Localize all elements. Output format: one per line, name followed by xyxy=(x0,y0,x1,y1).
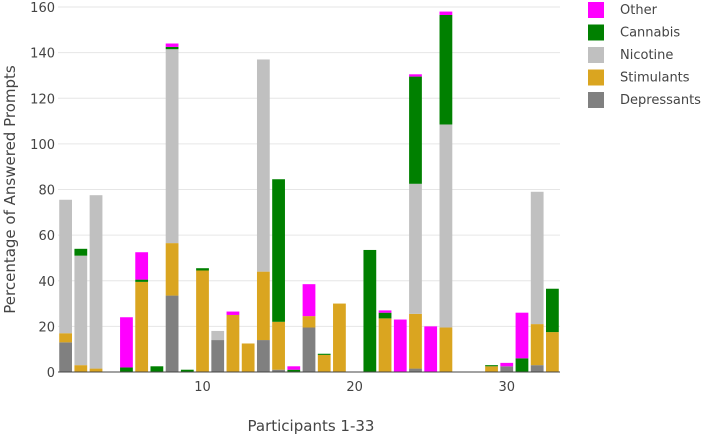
bar-stimulants-p29 xyxy=(485,366,498,372)
bar-stimulants-p6 xyxy=(135,281,149,372)
bar-stimulants-p19 xyxy=(333,303,346,372)
bar-nicotine-p1 xyxy=(59,199,72,334)
bar-cannabis-p9 xyxy=(180,369,194,372)
bar-depressants-p32 xyxy=(530,365,544,372)
bar-stimulants-p32 xyxy=(530,324,544,366)
bar-depressants-p14 xyxy=(256,340,270,372)
legend-label-stimulants: Stimulants xyxy=(620,71,690,86)
y-tick-label: 20 xyxy=(38,320,55,335)
bar-other-p30 xyxy=(500,362,514,367)
bar-other-p5 xyxy=(120,317,133,368)
bar-cannabis-p31 xyxy=(515,358,529,372)
bar-nicotine-p8 xyxy=(165,49,179,244)
bar-cannabis-p15 xyxy=(272,179,285,322)
bar-cannabis-p7 xyxy=(150,366,164,372)
x-axis-title: Participants 1-33 xyxy=(248,417,375,435)
bars xyxy=(59,11,559,372)
x-tick-label: 20 xyxy=(346,380,363,395)
y-tick-label: 80 xyxy=(38,184,55,199)
bar-stimulants-p8 xyxy=(165,243,179,296)
bar-cannabis-p24 xyxy=(409,76,422,184)
bar-cannabis-p33 xyxy=(546,288,559,333)
bar-stimulants-p15 xyxy=(272,321,285,370)
bar-nicotine-p14 xyxy=(256,59,270,272)
legend-label-nicotine: Nicotine xyxy=(620,48,673,63)
y-tick-label: 160 xyxy=(30,1,55,16)
y-tick-label: 140 xyxy=(30,47,55,62)
bar-other-p6 xyxy=(135,252,149,280)
bar-depressants-p30 xyxy=(500,366,514,372)
bar-depressants-p15 xyxy=(272,369,285,372)
legend-label-cannabis: Cannabis xyxy=(620,26,680,41)
bar-other-p8 xyxy=(165,43,179,47)
bar-other-p22 xyxy=(378,310,392,313)
bar-stimulants-p18 xyxy=(317,354,331,372)
bar-stimulants-p17 xyxy=(302,316,316,328)
bar-depressants-p1 xyxy=(59,342,72,372)
bar-cannabis-p29 xyxy=(485,365,498,367)
x-tick-label: 10 xyxy=(194,380,211,395)
legend-swatch-other xyxy=(588,2,604,18)
y-tick-label: 60 xyxy=(38,229,55,244)
bar-other-p25 xyxy=(424,326,438,372)
bar-stimulants-p26 xyxy=(439,327,453,372)
bar-cannabis-p21 xyxy=(363,249,377,372)
bar-stimulants-p14 xyxy=(256,271,270,341)
bar-nicotine-p32 xyxy=(530,191,544,325)
bar-cannabis-p10 xyxy=(196,268,209,271)
y-tick-label: 100 xyxy=(30,138,55,153)
bar-stimulants-p3 xyxy=(89,368,103,372)
bar-other-p16 xyxy=(287,366,301,370)
legend-label-other: Other xyxy=(620,3,658,18)
bar-other-p26 xyxy=(439,11,453,15)
bar-cannabis-p8 xyxy=(165,46,179,50)
legend-swatch-cannabis xyxy=(588,24,604,41)
bar-depressants-p11 xyxy=(211,340,225,372)
bar-cannabis-p22 xyxy=(378,312,392,319)
bar-stimulants-p33 xyxy=(546,332,559,372)
legend: Other Cannabis Nicotine Stimulants Depressan… xyxy=(588,2,701,108)
bar-other-p24 xyxy=(409,74,422,77)
legend-swatch-depressants xyxy=(588,92,604,108)
bar-cannabis-p6 xyxy=(135,279,149,282)
bar-other-p12 xyxy=(226,311,240,315)
bar-cannabis-p16 xyxy=(287,369,301,372)
y-tick-label: 120 xyxy=(30,92,55,107)
x-tick-label: 30 xyxy=(498,380,515,395)
bar-stimulants-p2 xyxy=(74,365,88,372)
x-tick-labels: 10 20 30 xyxy=(194,380,515,395)
bar-depressants-p17 xyxy=(302,327,316,372)
bar-cannabis-p18 xyxy=(317,353,331,355)
bar-cannabis-p26 xyxy=(439,14,453,125)
y-tick-label: 40 xyxy=(38,275,55,290)
bar-nicotine-p26 xyxy=(439,124,453,328)
bar-other-p23 xyxy=(393,319,407,372)
bar-stimulants-p12 xyxy=(226,314,240,372)
bar-depressants-p8 xyxy=(165,295,179,372)
gridlines xyxy=(58,6,560,327)
y-tick-label: 0 xyxy=(47,366,55,381)
bar-nicotine-p2 xyxy=(74,255,88,366)
bar-other-p31 xyxy=(515,312,529,359)
bar-nicotine-p11 xyxy=(211,330,225,341)
bar-stimulants-p13 xyxy=(241,343,255,372)
bar-cannabis-p2 xyxy=(74,248,88,256)
bar-nicotine-p24 xyxy=(409,183,422,314)
bar-other-p17 xyxy=(302,284,316,317)
bar-depressants-p24 xyxy=(409,368,422,372)
y-axis-title: Percentage of Answered Prompts xyxy=(1,65,19,314)
bar-stimulants-p22 xyxy=(378,318,392,372)
bar-cannabis-p5 xyxy=(120,367,133,372)
bar-nicotine-p3 xyxy=(89,195,103,369)
bar-stimulants-p24 xyxy=(409,313,422,369)
bar-stimulants-p10 xyxy=(196,270,209,372)
legend-label-depressants: Depressants xyxy=(620,93,701,108)
legend-swatch-stimulants xyxy=(588,69,604,86)
bar-stimulants-p1 xyxy=(59,333,72,343)
legend-swatch-nicotine xyxy=(588,47,604,63)
y-tick-labels: 0 20 40 60 80 100 120 140 160 xyxy=(30,1,55,381)
